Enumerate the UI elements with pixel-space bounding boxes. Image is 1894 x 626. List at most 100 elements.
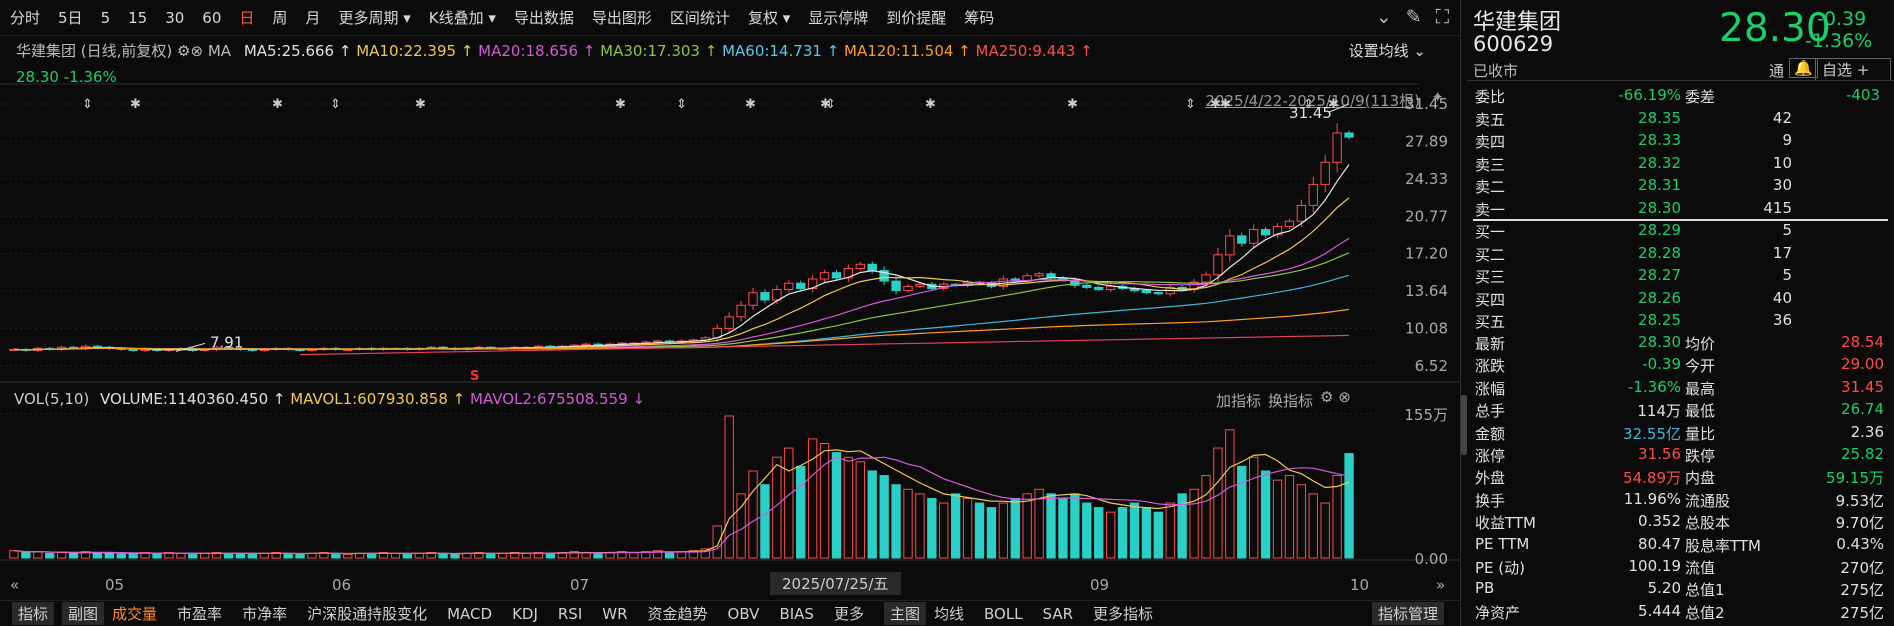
indicator-tab[interactable]: KDJ (512, 604, 538, 623)
toolbar-item[interactable]: 导出图形 (591, 9, 652, 27)
indicator-tab[interactable]: WR (602, 604, 628, 623)
volume-bar (796, 465, 806, 559)
ma30-value: MA30:17.303 (600, 42, 700, 60)
indicator-tab[interactable]: OBV (727, 604, 760, 623)
volume-bar (629, 552, 639, 559)
toolbar-item[interactable]: K线叠加 ▾ (428, 9, 496, 27)
indicator-tab[interactable]: SAR (1042, 604, 1074, 623)
ask-row[interactable]: 卖三 28.32 10 (1467, 154, 1894, 176)
toolbar-item[interactable]: 复权 ▾ (747, 9, 791, 27)
candle (1249, 229, 1259, 244)
stat-value: 275亿 (1840, 581, 1884, 600)
indicator-tab[interactable]: RSI (557, 604, 583, 623)
switch-indicator-button[interactable]: 换指标 (1268, 392, 1314, 410)
toolbar-item[interactable]: 日 (239, 9, 255, 27)
stat-value: 2.36 (1850, 422, 1884, 441)
price-tick: 17.20 (1405, 245, 1448, 263)
toolbar-item[interactable]: 区间统计 (669, 9, 730, 27)
ma-label: MA (207, 42, 232, 60)
gear-icon[interactable]: ⚙⊗ (177, 42, 208, 60)
indicator-settings-icon[interactable]: ⚙ ⊗ (1320, 388, 1351, 406)
volume-bar (1344, 453, 1354, 559)
stat-value: 59.15万 (1826, 469, 1884, 488)
toolbar-item[interactable]: 5日 (58, 9, 83, 27)
indicator-tab[interactable]: BIAS (779, 604, 814, 623)
volume-bar (450, 553, 460, 559)
indicator-tab[interactable]: 指标 (12, 602, 55, 625)
bid-row[interactable]: 买四 28.26 40 (1467, 289, 1894, 311)
volume-bar (593, 552, 603, 559)
chart-title: 华建集团 (日线,前复权) (16, 42, 173, 60)
alert-icon[interactable]: 🔔 (1789, 58, 1818, 78)
bid-row[interactable]: 买二 28.28 17 (1467, 244, 1894, 266)
volume-bar (1082, 502, 1092, 559)
panel-resize-handle[interactable] (1461, 395, 1467, 455)
bid-row[interactable]: 买三 28.27 5 (1467, 266, 1894, 288)
toolbar-item[interactable]: 导出数据 (513, 9, 574, 27)
volume-bar (354, 552, 365, 559)
add-indicator-button[interactable]: 加指标 (1216, 392, 1262, 410)
candle (1320, 161, 1330, 185)
toolbar-item[interactable]: 周 (272, 9, 288, 27)
indicator-tab[interactable]: 主图 (883, 602, 926, 625)
toolbar-item[interactable]: 筹码 (964, 9, 995, 27)
event-marker: ⇕ (1303, 97, 1314, 112)
volume-bar (998, 502, 1009, 559)
toolbar-item[interactable]: 15 (128, 8, 148, 27)
toolbar-item[interactable]: 到价提醒 (886, 9, 947, 27)
indicator-tab[interactable]: 成交量 (112, 605, 158, 623)
toolbar-item[interactable]: 30 (165, 8, 185, 27)
toolbar-item[interactable]: 60 (202, 8, 222, 27)
ask-row[interactable]: 卖一 28.30 415 (1467, 199, 1894, 221)
stat-row: 涨幅 -1.36% 最高 31.45 (1467, 378, 1894, 400)
indicator-tab[interactable]: 市净率 (242, 605, 288, 623)
indicator-tab[interactable]: 均线 (933, 605, 964, 623)
indicator-tab[interactable]: 沪深股通持股变化 (307, 605, 428, 623)
bid-row[interactable]: 买五 28.25 36 (1467, 311, 1894, 333)
ask-row[interactable]: 卖二 28.31 30 (1467, 176, 1894, 198)
collapse-icon[interactable]: ⌄ (1375, 6, 1392, 28)
indicator-tab[interactable]: 更多指标 (1093, 605, 1154, 623)
volume-bar (21, 552, 31, 559)
scroll-left-icon[interactable]: « (10, 576, 20, 594)
stat-value: 26.74 (1841, 400, 1884, 419)
toolbar-item[interactable]: 月 (305, 9, 321, 27)
kline-chart-panel[interactable]: 华建集团 (日线,前复权) ⚙⊗ MA MA5:25.666 ↑ MA10:22… (0, 36, 1460, 626)
volume-bar (474, 552, 484, 559)
candle (1260, 229, 1271, 236)
bid-row[interactable]: 买一 28.29 5 (1467, 221, 1894, 243)
fullscreen-icon[interactable]: ⛶ (1435, 6, 1449, 28)
toolbar-item[interactable]: 更多周期 ▾ (338, 9, 411, 27)
pen-icon[interactable]: ✎ (1405, 6, 1422, 28)
toolbar-item[interactable]: 显示停牌 (808, 9, 869, 27)
volume-bar (903, 488, 913, 559)
stat-value: 29.00 (1841, 355, 1884, 374)
toolbar-item[interactable]: 5 (100, 8, 111, 27)
volume-bar (915, 493, 925, 559)
volume-bar (1260, 470, 1271, 559)
indicator-tab[interactable]: 副图 (62, 602, 105, 625)
volume-bar (307, 552, 317, 559)
indicator-tab[interactable]: 更多 (833, 605, 864, 623)
chart-canvas: 31.45 27.89 24.33 20.77 17.20 13.64 10.08 6.52 3… (0, 83, 1460, 594)
indicator-tab[interactable]: MACD (447, 604, 493, 623)
indicator-tab[interactable]: 市盈率 (177, 605, 223, 623)
indicator-tab[interactable]: 资金趋势 (647, 605, 708, 623)
toolbar-item[interactable]: 分时 (10, 9, 41, 27)
event-marker: ✱ (272, 97, 283, 112)
ask-row[interactable]: 卖四 28.33 9 (1467, 131, 1894, 153)
volume-bar (283, 552, 293, 559)
indicator-tab[interactable]: BOLL (983, 604, 1023, 623)
volume-bar (426, 552, 436, 559)
pin-icon[interactable]: ✦ (1431, 88, 1444, 106)
ma-settings-button[interactable]: 设置均线 ⌄ (1348, 42, 1426, 60)
indicator-manage-button[interactable]: 指标管理 (1372, 602, 1445, 625)
volume-legend: VOL(5,10) VOLUME:1140360.450 ↑ MAVOL1:60… (14, 390, 646, 408)
ask-row[interactable]: 卖五 28.35 42 (1467, 109, 1894, 131)
volume-bar (652, 550, 663, 559)
zixuan-button[interactable]: 自选 + (1815, 58, 1891, 81)
volume-bar (867, 470, 877, 559)
candle (1201, 274, 1211, 283)
stat-label: 最低 (1685, 402, 1716, 421)
scroll-right-icon[interactable]: » (1436, 576, 1446, 594)
